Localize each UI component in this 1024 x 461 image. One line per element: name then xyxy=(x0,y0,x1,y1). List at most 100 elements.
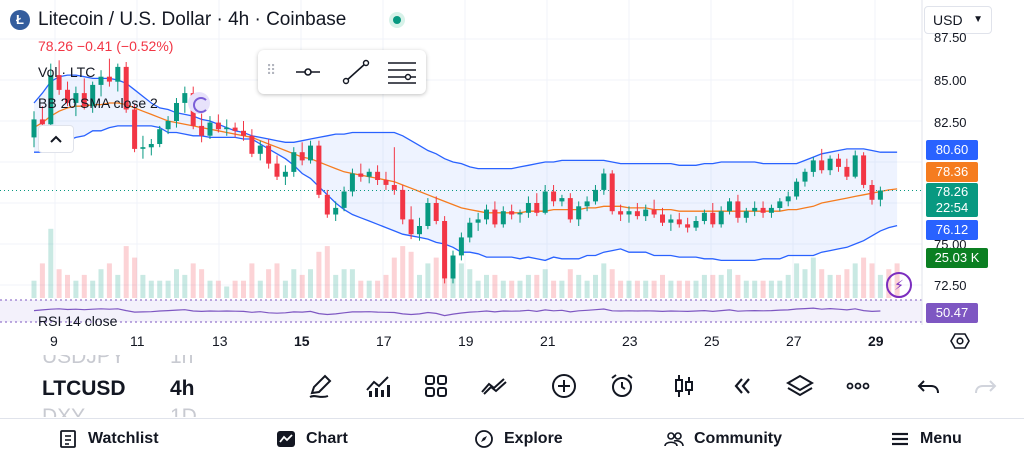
candle-body xyxy=(308,145,313,161)
volume-bar xyxy=(743,280,749,298)
candlestick xyxy=(333,201,339,221)
candles-icon[interactable] xyxy=(670,372,698,400)
volume-bar xyxy=(710,274,716,298)
volume-indicator-label[interactable]: Vol · LTC xyxy=(38,64,96,80)
candle-body xyxy=(542,191,548,213)
candlestick xyxy=(576,201,582,226)
candle-body xyxy=(877,190,883,200)
candle-body xyxy=(534,203,540,213)
candlestick xyxy=(341,186,347,212)
undo-icon[interactable] xyxy=(914,372,942,400)
candlestick xyxy=(475,212,481,231)
volume-bar xyxy=(877,274,883,298)
candle-body xyxy=(626,211,632,215)
candlestick xyxy=(802,168,808,187)
trend-line-tool-icon[interactable] xyxy=(340,58,372,86)
candle-body xyxy=(509,211,515,215)
lightning-icon[interactable]: ⚡ xyxy=(886,272,912,298)
compass-icon xyxy=(475,430,493,448)
volume-bar xyxy=(98,269,104,298)
hamburger-menu-icon xyxy=(892,432,908,446)
volume-bar xyxy=(660,274,665,298)
candle-body xyxy=(601,173,607,190)
candle-body xyxy=(634,211,640,217)
candle-body xyxy=(559,198,565,202)
candle-body xyxy=(282,171,288,177)
currency-select[interactable]: USD ▼ xyxy=(924,6,992,34)
volume-bar xyxy=(618,280,624,298)
candlestick xyxy=(542,185,548,215)
candlestick xyxy=(735,194,741,223)
candlestick xyxy=(450,250,456,284)
candle-body xyxy=(316,145,322,195)
bollinger-indicator-label[interactable]: BB 20 SMA close 2 xyxy=(38,95,158,111)
candlestick xyxy=(827,155,833,176)
replay-icon[interactable] xyxy=(728,372,756,400)
volume-bar xyxy=(693,280,699,298)
line-style-tool-icon[interactable] xyxy=(386,58,418,86)
candlestick xyxy=(408,206,414,240)
candlestick xyxy=(710,203,716,228)
candle-body xyxy=(115,66,121,82)
volume-bar xyxy=(199,269,205,298)
candlestick xyxy=(425,198,431,230)
symbol-picker-wheel[interactable]: USDJPY 1h LTCUSD 4h DXY 1D xyxy=(42,355,212,417)
volume-price-tag: 25.03 K xyxy=(926,248,988,268)
symbol-title[interactable]: Litecoin / U.S. Dollar · 4h · Coinbase xyxy=(38,9,347,30)
candlestick xyxy=(651,199,657,218)
candle-body xyxy=(743,211,749,218)
candle-body xyxy=(810,160,816,172)
symbol-row[interactable]: DXY 1D xyxy=(42,405,197,417)
candlestick xyxy=(701,209,707,225)
candle-body xyxy=(551,191,557,202)
candle-body xyxy=(165,121,171,130)
volume-bar xyxy=(408,251,414,298)
compare-icon[interactable] xyxy=(480,372,508,400)
add-icon[interactable] xyxy=(550,372,578,400)
chart-settings-icon[interactable] xyxy=(950,332,970,350)
ohlc-price-change: 78.26 −0.41 (−0.52%) xyxy=(38,38,174,54)
price-axis-label: 82.50 xyxy=(934,115,967,130)
horizontal-line-tool-icon[interactable] xyxy=(292,58,324,86)
volume-bar xyxy=(81,274,87,298)
candle-body xyxy=(224,127,230,130)
candlestick xyxy=(31,111,37,148)
symbol-row[interactable]: USDJPY 1h xyxy=(42,355,193,369)
alert-icon[interactable] xyxy=(608,372,636,400)
collapse-legend-button[interactable] xyxy=(38,125,74,153)
volume-bar xyxy=(383,274,389,298)
candle-body xyxy=(39,119,45,125)
candle-body xyxy=(609,173,615,212)
more-icon[interactable] xyxy=(844,372,872,400)
candlestick xyxy=(115,63,121,92)
layers-icon[interactable] xyxy=(786,372,814,400)
symbol-row-selected[interactable]: LTCUSD 4h xyxy=(42,377,195,401)
chart-area[interactable]: Ł Litecoin / U.S. Dollar · 4h · Coinbase… xyxy=(0,0,1024,355)
candle-body xyxy=(123,66,129,110)
indicators-icon[interactable] xyxy=(364,372,392,400)
candlestick xyxy=(727,198,732,215)
rsi-indicator-label[interactable]: RSI 14 close xyxy=(38,313,118,329)
volume-bar xyxy=(567,269,573,298)
candle-body xyxy=(869,185,875,200)
volume-bar xyxy=(48,228,54,298)
pencil-icon[interactable] xyxy=(306,372,334,400)
volume-bar xyxy=(593,274,598,298)
candle-body xyxy=(727,201,732,212)
candlestick xyxy=(207,116,213,139)
redo-icon[interactable] xyxy=(972,372,1000,400)
candlestick xyxy=(266,139,272,169)
candlestick xyxy=(241,121,246,141)
templates-icon[interactable] xyxy=(422,372,450,400)
candlestick xyxy=(316,140,322,199)
time-axis-label: 23 xyxy=(622,333,638,349)
volume-bar xyxy=(802,269,808,298)
volume-bar xyxy=(215,280,221,298)
volume-bar xyxy=(584,280,590,298)
drag-grip-icon[interactable]: ⠿ xyxy=(266,62,277,78)
candle-body xyxy=(701,212,707,221)
volume-bar xyxy=(224,286,230,298)
candle-body xyxy=(349,173,355,192)
bb-lower-price-tag: 76.12 xyxy=(926,220,978,240)
candle-body xyxy=(324,194,330,215)
